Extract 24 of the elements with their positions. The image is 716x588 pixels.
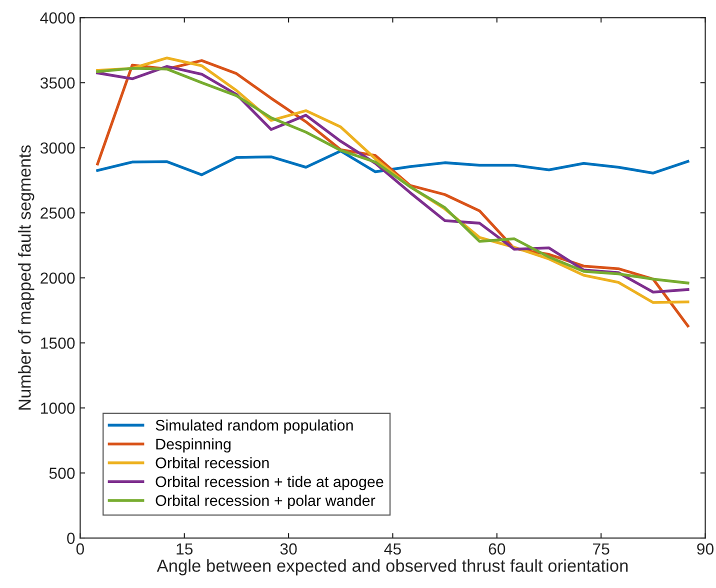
legend-label: Despinning <box>156 438 231 453</box>
y-tick-label: 3500 <box>40 77 75 89</box>
legend-label: Orbital recession <box>156 457 269 468</box>
y-tick-label: 3000 <box>40 142 75 154</box>
legend-label: Simulated random population <box>156 419 353 434</box>
y-axis-title: Number of mapped fault segments <box>18 145 34 410</box>
y-tick-label: 500 <box>49 468 75 479</box>
y-tick-label: 2000 <box>40 272 75 284</box>
x-tick-label: 75 <box>593 543 610 555</box>
legend-label: Orbital recession + polar wander <box>156 494 376 509</box>
y-tick-label: 1500 <box>41 338 75 349</box>
x-tick-label: 30 <box>280 543 297 555</box>
x-axis-title: Angle between expected and observed thrust fault orientation <box>156 559 628 576</box>
x-tick-label: 90 <box>697 543 714 555</box>
legend-label: Orbital recession + tide at apogee <box>156 476 384 490</box>
y-tick-label: 4000 <box>40 12 75 24</box>
x-tick-label: 0 <box>76 543 84 555</box>
y-tick-label: 0 <box>67 532 75 544</box>
line-series <box>96 150 690 176</box>
y-tick-label: 1000 <box>41 402 75 414</box>
x-tick-label: 45 <box>384 543 401 555</box>
x-tick-label: 15 <box>176 543 193 555</box>
x-tick-label: 60 <box>488 543 506 555</box>
y-tick-label: 2500 <box>40 207 75 219</box>
